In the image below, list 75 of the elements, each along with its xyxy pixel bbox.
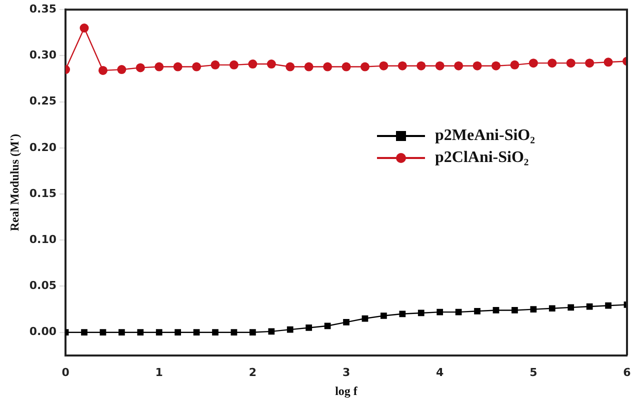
legend-label: p2ClAni-SiO₂ [435, 148, 529, 166]
y-tick-label: 0.30 [29, 48, 57, 62]
point [342, 62, 351, 72]
point [174, 329, 182, 336]
point [474, 308, 480, 314]
point [548, 305, 556, 312]
x-tick-label: 5 [530, 366, 538, 379]
legend-label: p2MeAni-SiO₂ [435, 126, 535, 144]
point [268, 328, 275, 335]
point [98, 66, 108, 75]
x-tick-label: 4 [436, 366, 444, 379]
y-tick-label: 0.00 [29, 325, 57, 338]
point [472, 61, 482, 70]
point [605, 302, 612, 309]
point [136, 63, 145, 72]
x-tick-label: 1 [155, 366, 163, 379]
x-tick-label: 2 [248, 366, 257, 379]
point [286, 326, 294, 333]
point [418, 310, 424, 316]
point [510, 60, 520, 70]
point [548, 58, 557, 68]
point [435, 61, 444, 70]
point [436, 308, 444, 316]
point [230, 329, 238, 336]
point [248, 60, 258, 69]
point [454, 61, 464, 70]
point [416, 61, 426, 70]
point [566, 58, 576, 68]
y-tick-label: 0.20 [29, 140, 57, 154]
point [324, 322, 331, 330]
point [586, 303, 593, 310]
point [306, 324, 312, 331]
point [379, 61, 388, 70]
x-tick-label: 0 [62, 366, 70, 379]
point [286, 62, 295, 72]
point [266, 60, 276, 69]
y-axis-title: Real Modulus (M') [7, 134, 22, 232]
point [323, 62, 332, 72]
point [512, 307, 518, 314]
point [173, 62, 182, 72]
point [229, 60, 238, 70]
point [398, 61, 407, 70]
point [492, 307, 500, 314]
point [399, 310, 406, 318]
point [210, 60, 220, 70]
point [193, 329, 200, 336]
y-tick-label: 0.35 [29, 2, 57, 16]
point [585, 58, 594, 68]
point [81, 329, 88, 336]
point [343, 319, 350, 326]
y-tick-label: 0.10 [29, 232, 57, 246]
x-axis-title: log f [335, 384, 358, 398]
point [360, 62, 370, 72]
y-tick-label: 0.25 [29, 94, 57, 108]
point [137, 329, 144, 336]
point [117, 65, 126, 74]
point [100, 329, 106, 336]
point [118, 329, 125, 336]
point [528, 58, 538, 68]
point [304, 62, 314, 72]
point [380, 312, 387, 319]
point [192, 62, 202, 72]
point [212, 329, 218, 336]
point [604, 58, 613, 67]
point [80, 24, 89, 33]
point [154, 62, 164, 72]
y-tick-label: 0.05 [29, 279, 57, 292]
y-tick-label: 0.15 [29, 186, 57, 200]
point [250, 329, 256, 336]
x-tick-label: 6 [623, 366, 632, 379]
point [491, 61, 500, 70]
x-tick-label: 3 [342, 366, 350, 379]
point [530, 306, 537, 312]
point [156, 329, 162, 336]
point [568, 304, 574, 311]
